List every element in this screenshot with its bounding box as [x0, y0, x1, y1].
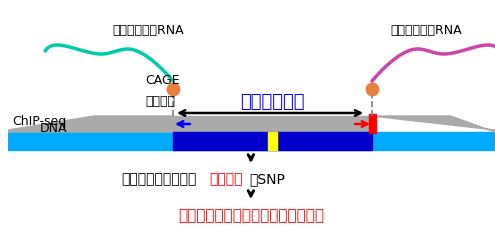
Polygon shape	[8, 116, 173, 132]
Text: DNA: DNA	[39, 122, 67, 134]
Bar	[8, 132, 495, 150]
Text: CAGE: CAGE	[146, 74, 180, 87]
Text: ChIP-seq: ChIP-seq	[12, 114, 67, 128]
Text: シグナル: シグナル	[146, 95, 176, 108]
Polygon shape	[372, 116, 495, 132]
Text: 突然変異: 突然変異	[209, 172, 243, 186]
Text: エンハンサーRNA: エンハンサーRNA	[113, 24, 184, 38]
Bar	[173, 116, 372, 132]
Text: エンハンサー: エンハンサー	[240, 93, 305, 111]
Bar	[173, 132, 372, 150]
Text: やSNP: やSNP	[249, 172, 285, 186]
Text: エンハンサーRNA: エンハンサーRNA	[390, 24, 462, 38]
Text: がん・生活習慣病・アレルギー疾患: がん・生活習慣病・アレルギー疾患	[178, 209, 324, 224]
Bar	[268, 132, 278, 150]
Bar	[369, 114, 376, 133]
Text: エンハンサー領域の: エンハンサー領域の	[121, 172, 197, 186]
